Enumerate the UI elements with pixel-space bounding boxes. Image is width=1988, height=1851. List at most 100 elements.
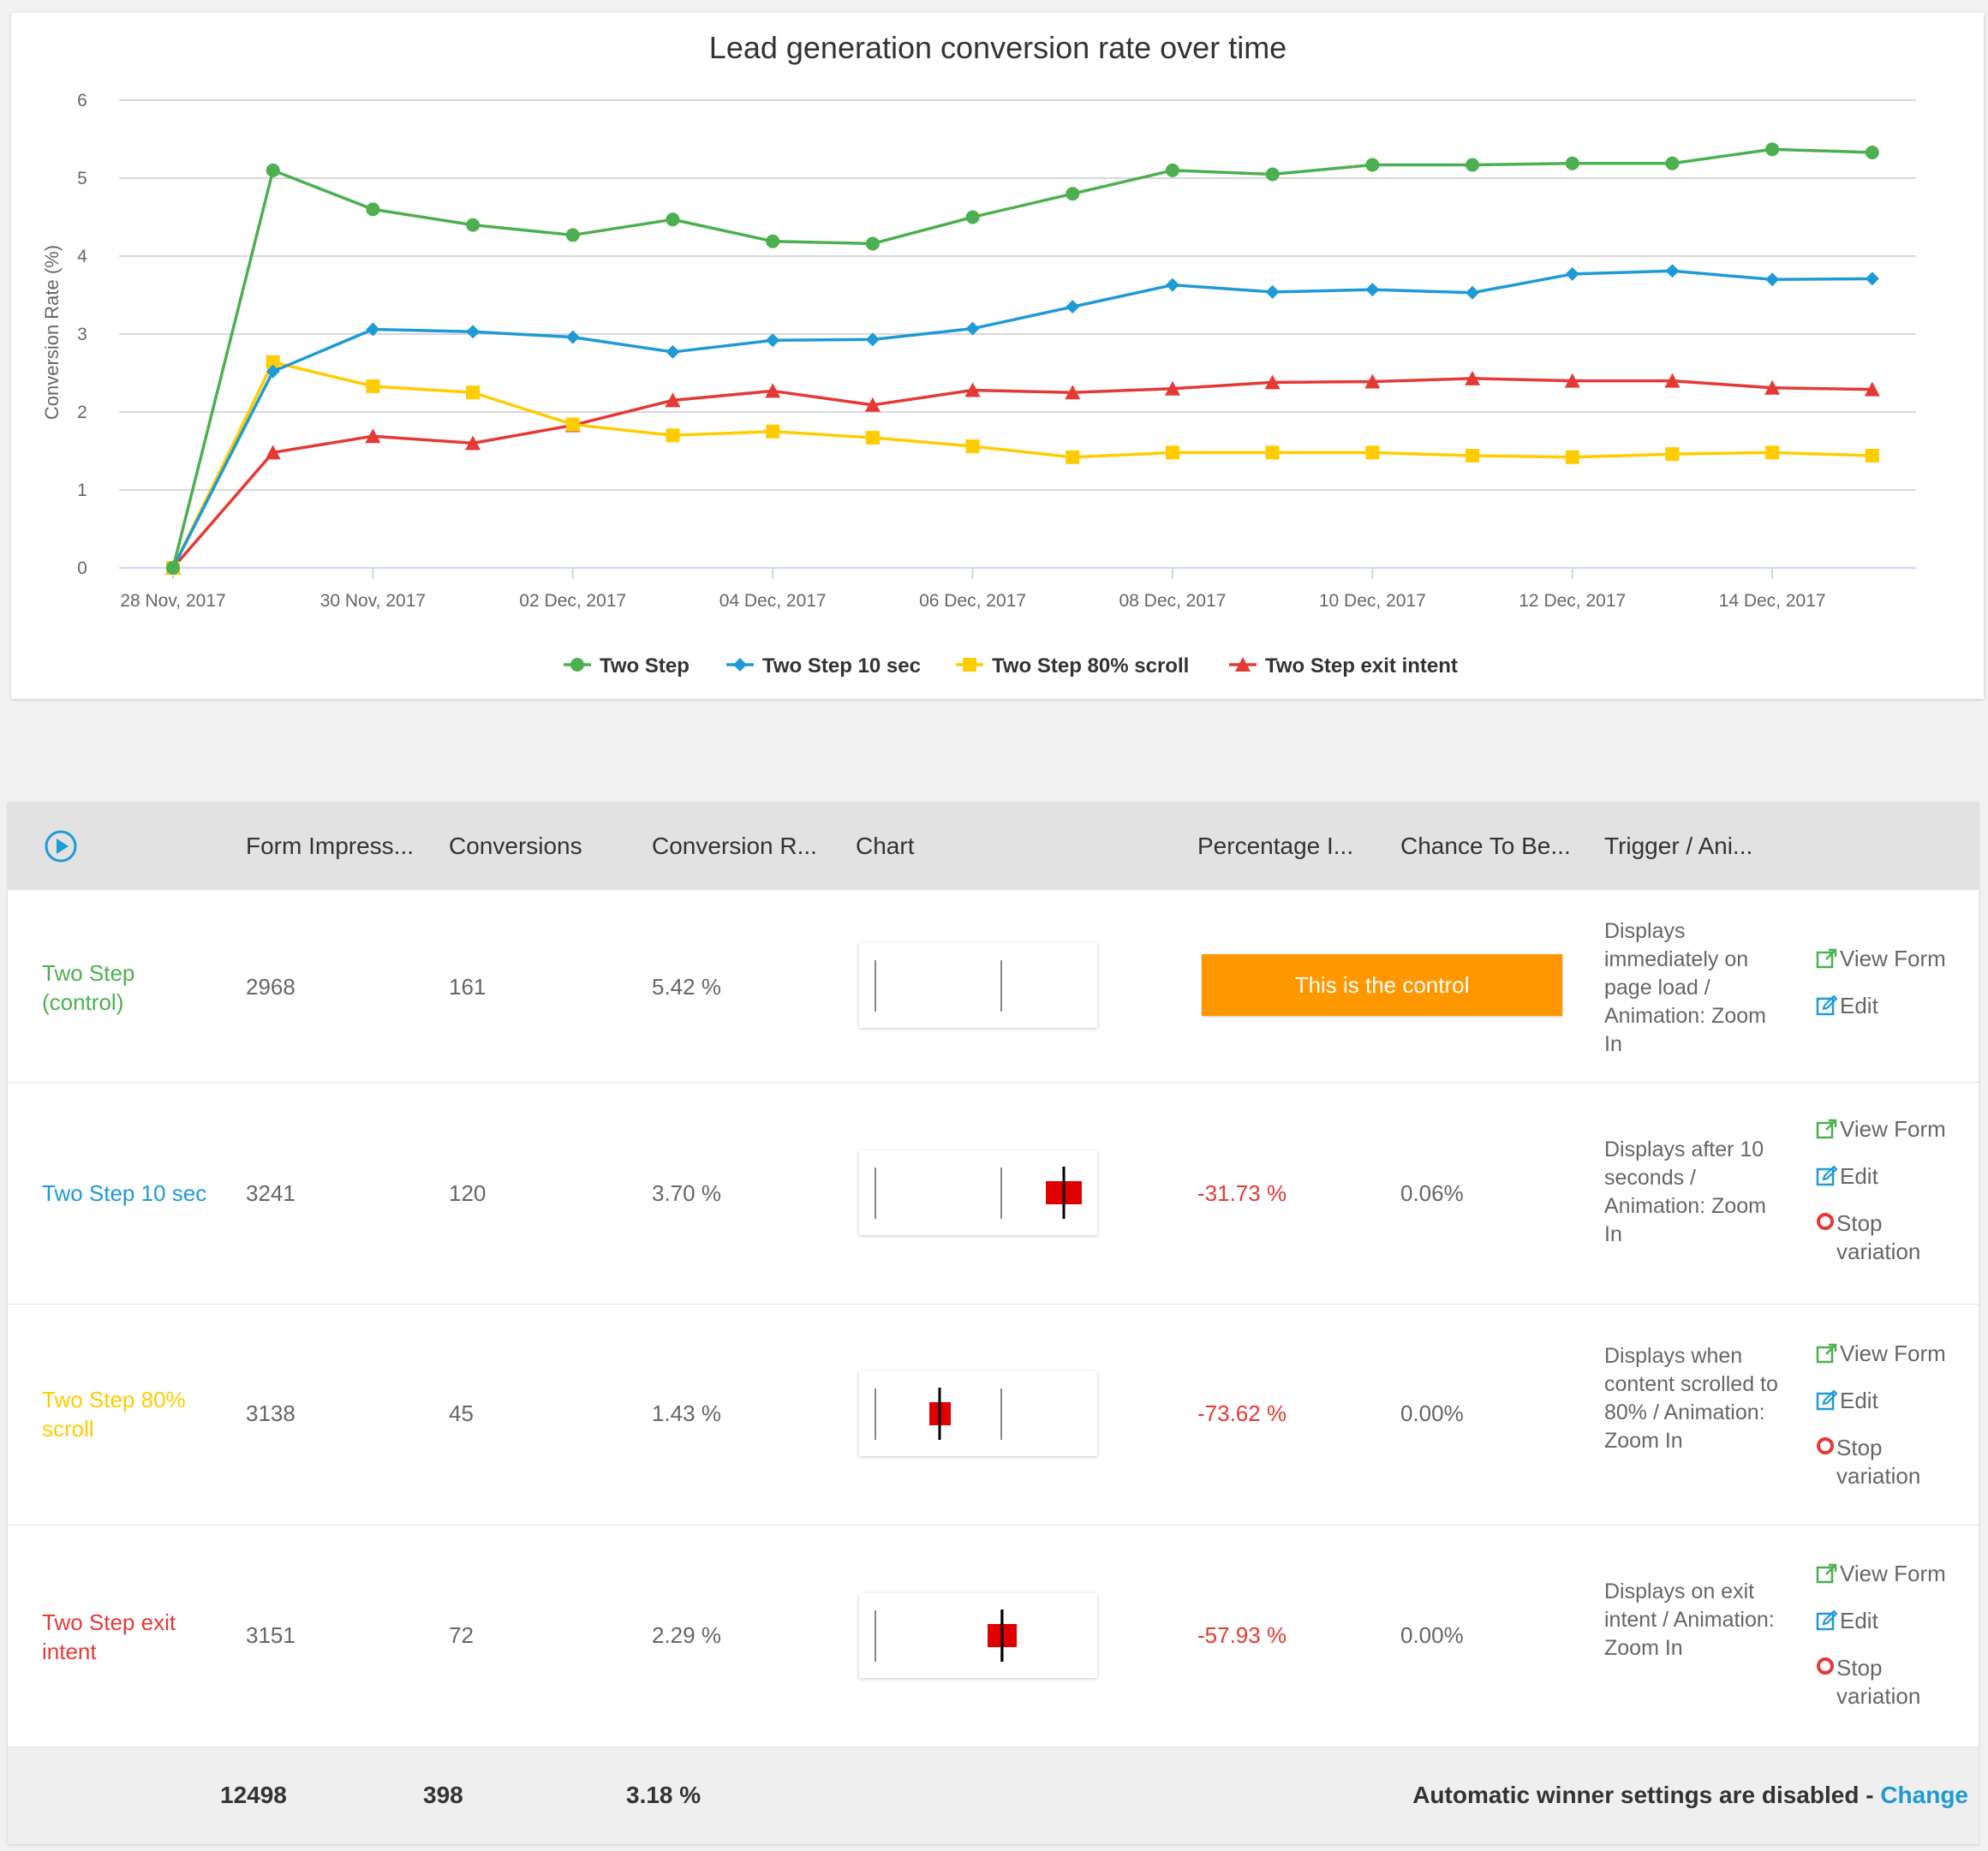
edit-link[interactable]: Edit	[1816, 1162, 1946, 1191]
data-point[interactable]	[766, 424, 780, 439]
data-point[interactable]	[1364, 373, 1381, 389]
data-point[interactable]	[965, 321, 980, 336]
data-point[interactable]	[266, 163, 280, 177]
data-point[interactable]	[865, 431, 880, 445]
edit-link[interactable]: Edit	[1816, 1387, 1946, 1415]
y-tick-label: 2	[77, 403, 87, 422]
data-point[interactable]	[166, 561, 180, 575]
legend-item-two-step-exit-intent[interactable]: Two Step exit intent	[1229, 654, 1458, 678]
data-point[interactable]	[466, 218, 481, 232]
data-point[interactable]	[466, 385, 481, 400]
stop-variation-link[interactable]: Stop variation	[1816, 1209, 1946, 1266]
header-form-impressions[interactable]: Form Impress...	[246, 833, 415, 859]
data-point[interactable]	[865, 332, 880, 347]
data-point[interactable]	[365, 428, 381, 444]
data-point[interactable]	[1365, 158, 1380, 172]
header-conversion-rate[interactable]: Conversion R...	[652, 833, 817, 859]
data-point[interactable]	[1066, 300, 1080, 314]
data-point[interactable]	[1265, 167, 1280, 182]
data-point[interactable]	[864, 397, 881, 412]
data-point[interactable]	[1665, 156, 1680, 170]
view-form-link[interactable]: View Form	[1816, 1560, 1946, 1588]
data-point[interactable]	[1164, 380, 1180, 396]
data-point[interactable]	[665, 392, 681, 408]
data-point[interactable]	[366, 379, 380, 393]
data-point[interactable]	[1265, 445, 1280, 460]
series-two-step-10-sec[interactable]	[166, 264, 1879, 575]
data-point[interactable]	[766, 234, 780, 248]
data-point[interactable]	[565, 228, 580, 242]
data-point[interactable]	[1565, 156, 1579, 170]
data-point[interactable]	[1365, 445, 1380, 460]
data-point[interactable]	[666, 212, 680, 227]
data-point[interactable]	[965, 210, 980, 224]
legend-item-two-step[interactable]: Two Step	[564, 654, 690, 678]
play-circle-icon[interactable]	[44, 829, 78, 863]
header-trigger-animation[interactable]: Trigger / Ani...	[1604, 833, 1753, 859]
series-two-step-exit-intent[interactable]	[165, 370, 1880, 575]
header-percentage-improvement[interactable]: Percentage I...	[1197, 833, 1354, 859]
data-point[interactable]	[1264, 374, 1281, 390]
data-point[interactable]	[1165, 445, 1179, 460]
data-point[interactable]	[266, 355, 280, 369]
data-point[interactable]	[1365, 283, 1380, 297]
data-point[interactable]	[466, 325, 481, 339]
data-point[interactable]	[1765, 445, 1780, 460]
data-point[interactable]	[666, 344, 680, 359]
data-point[interactable]	[1764, 379, 1781, 395]
data-point[interactable]	[366, 202, 380, 217]
y-tick-label: 3	[77, 325, 87, 344]
legend-item-two-step-10-sec[interactable]: Two Step 10 sec	[726, 654, 921, 678]
data-point[interactable]	[1265, 284, 1280, 299]
data-point[interactable]	[1466, 158, 1480, 172]
data-point[interactable]	[1865, 272, 1879, 286]
change-winner-settings-link[interactable]: Change	[1880, 1782, 1968, 1808]
data-point[interactable]	[1864, 381, 1880, 397]
data-point[interactable]	[1665, 264, 1680, 278]
data-point[interactable]	[1065, 385, 1081, 400]
data-point[interactable]	[1765, 272, 1780, 287]
data-point[interactable]	[965, 439, 980, 454]
data-point[interactable]	[1465, 370, 1481, 385]
data-point[interactable]	[1865, 145, 1879, 159]
series-two-step[interactable]	[166, 142, 1879, 575]
view-form-link[interactable]: View Form	[1816, 1340, 1946, 1368]
data-point[interactable]	[1865, 448, 1879, 463]
automatic-winner-status: Automatic winner settings are disabled -…	[1412, 1782, 1968, 1809]
view-form-link[interactable]: View Form	[1816, 945, 1946, 973]
series-two-step-80-scroll[interactable]	[166, 355, 1879, 575]
stop-variation-link[interactable]: Stop variation	[1816, 1654, 1946, 1711]
data-point[interactable]	[964, 382, 981, 397]
x-tick-label: 10 Dec, 2017	[1319, 591, 1426, 611]
data-point[interactable]	[266, 364, 280, 379]
legend-item-two-step-80-scroll[interactable]: Two Step 80% scroll	[956, 654, 1189, 678]
stop-variation-link[interactable]: Stop variation	[1816, 1434, 1946, 1490]
header-chance-to-beat[interactable]: Chance To Be...	[1400, 833, 1571, 859]
data-point[interactable]	[366, 322, 380, 337]
data-point[interactable]	[1564, 373, 1580, 388]
edit-link[interactable]: Edit	[1816, 992, 1946, 1020]
data-point[interactable]	[1466, 285, 1480, 300]
data-point[interactable]	[1765, 142, 1780, 157]
chart-legend[interactable]: Two Step Two Step 10 sec Two Step 80% scro…	[564, 654, 1458, 678]
data-point[interactable]	[565, 330, 580, 344]
data-point[interactable]	[1165, 278, 1179, 292]
header-conversions[interactable]: Conversions	[449, 833, 582, 859]
data-point[interactable]	[766, 333, 780, 348]
data-point[interactable]	[265, 445, 281, 460]
data-point[interactable]	[1066, 450, 1080, 464]
data-point[interactable]	[1466, 448, 1480, 463]
data-point[interactable]	[1565, 266, 1579, 281]
data-point[interactable]	[765, 383, 781, 398]
view-form-link[interactable]: View Form	[1816, 1115, 1946, 1143]
edit-link[interactable]: Edit	[1816, 1607, 1946, 1635]
data-point[interactable]	[1165, 163, 1179, 177]
data-point[interactable]	[1066, 187, 1080, 201]
data-point[interactable]	[1665, 447, 1680, 462]
data-point[interactable]	[1664, 373, 1681, 388]
data-point[interactable]	[865, 236, 880, 251]
data-point[interactable]	[565, 417, 580, 432]
data-point[interactable]	[465, 435, 481, 451]
data-point[interactable]	[1565, 450, 1579, 464]
data-point[interactable]	[666, 428, 680, 443]
